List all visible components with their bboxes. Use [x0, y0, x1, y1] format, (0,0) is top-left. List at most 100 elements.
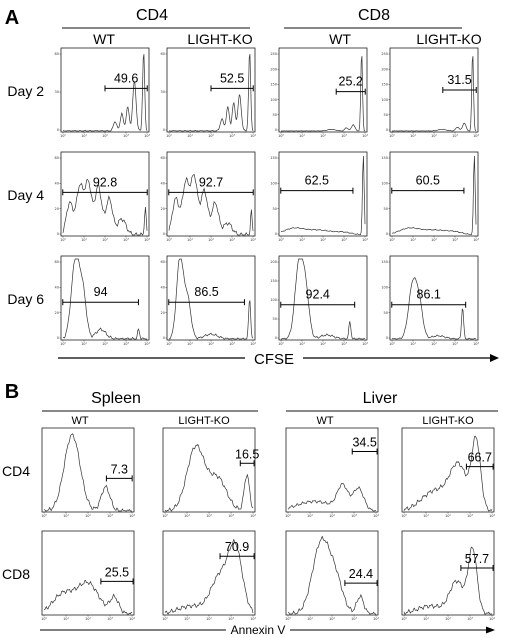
gate-percentage: 66.7 — [468, 451, 492, 465]
y-tick-label: 60 — [55, 260, 59, 264]
x-tick-label: 10¹ — [410, 134, 416, 138]
y-tick-label: 50 — [384, 113, 388, 117]
y-tick-label: 200 — [270, 67, 277, 71]
x-tick-label: 10⁴ — [473, 342, 479, 346]
x-tick-label: 10¹ — [63, 617, 69, 621]
x-tick-label: 10¹ — [187, 238, 193, 242]
b-histogram-panel: 10⁰ 10¹ 10² 10³ 10⁴ 25.5 — [41, 530, 136, 621]
histogram-curve — [403, 546, 493, 615]
x-tick-label: 10⁴ — [473, 134, 479, 138]
x-tick-label: 10⁰ — [166, 238, 172, 242]
x-tick-label: 10² — [206, 617, 212, 621]
x-tick-label: 10³ — [123, 134, 129, 138]
histogram-curve — [403, 435, 493, 512]
x-tick-label: 10⁴ — [362, 238, 368, 242]
x-tick-label: 10² — [445, 617, 451, 621]
x-tick-label: 10² — [208, 342, 214, 346]
x-tick-label: 10¹ — [307, 617, 313, 621]
gate-percentage: 92.7 — [199, 175, 223, 189]
a-histogram-panel: 0 50 100 150 10⁰ 10¹ 10² 10³ 10⁴ 60.5 — [381, 151, 480, 242]
x-tick-label: 10⁰ — [60, 342, 66, 346]
x-tick-label: 10⁰ — [278, 342, 284, 346]
y-tick-label: 50 — [273, 113, 277, 117]
y-tick-label: 20 — [161, 207, 165, 211]
histogram-curve — [392, 56, 477, 132]
x-tick-label: 10⁰ — [41, 514, 47, 518]
x-tick-label: 10³ — [452, 342, 458, 346]
x-tick-label: 10⁰ — [389, 342, 395, 346]
a-row-label-day: Day 6 — [7, 291, 44, 307]
x-tick-label: 10³ — [341, 238, 347, 242]
gate-percentage: 31.5 — [447, 73, 471, 87]
histogram-frame — [278, 151, 368, 237]
x-tick-label: 10³ — [467, 514, 473, 518]
x-tick-label: 10⁰ — [278, 238, 284, 242]
x-tick-label: 10⁴ — [362, 342, 368, 346]
y-tick-label: 0 — [57, 336, 59, 340]
x-tick-label: 10⁴ — [250, 238, 256, 242]
x-tick-label: 10³ — [229, 342, 235, 346]
x-tick-label: 10¹ — [410, 238, 416, 242]
histogram-frame — [166, 151, 256, 237]
x-tick-label: 10³ — [467, 617, 473, 621]
y-tick-label: 100 — [270, 298, 277, 302]
axis-label-backdrop — [226, 622, 290, 636]
a-condition-label: LIGHT-KO — [416, 31, 481, 47]
histogram-curve — [280, 156, 366, 236]
x-tick-label: 10² — [320, 134, 326, 138]
histogram-curve — [43, 433, 132, 512]
b-histogram-panel: 10⁰ 10¹ 10² 10³ 10⁴ 70.9 — [162, 530, 257, 621]
x-tick-label: 10³ — [351, 617, 357, 621]
x-tick-label: 10³ — [107, 514, 113, 518]
annexin-axis-arrowhead — [486, 626, 495, 634]
histogram-frame — [389, 151, 479, 237]
y-tick-label: 0 — [386, 232, 388, 236]
x-tick-label: 10¹ — [299, 134, 305, 138]
x-tick-label: 10⁰ — [162, 617, 168, 621]
x-tick-label: 10⁰ — [401, 617, 407, 621]
y-tick-label: 0 — [57, 232, 59, 236]
y-tick-label: 50 — [384, 207, 388, 211]
y-tick-label: 0 — [163, 128, 165, 132]
a-condition-label: WT — [329, 31, 351, 47]
y-tick-label: 50 — [273, 207, 277, 211]
x-tick-label: 10⁴ — [489, 514, 495, 518]
y-tick-label: 250 — [270, 52, 277, 56]
y-tick-label: 150 — [270, 279, 277, 283]
x-tick-label: 10⁰ — [162, 514, 168, 518]
y-tick-label: 150 — [381, 260, 388, 264]
x-tick-label: 10¹ — [81, 342, 87, 346]
y-tick-label: 60 — [55, 52, 59, 56]
x-tick-label: 10³ — [229, 238, 235, 242]
x-tick-label: 10¹ — [423, 514, 429, 518]
y-tick-label: 150 — [270, 156, 277, 160]
y-tick-label: 50 — [384, 311, 388, 315]
y-tick-label: 0 — [275, 336, 277, 340]
x-tick-label: 10⁴ — [362, 134, 368, 138]
x-tick-label: 10⁴ — [373, 617, 379, 621]
gate-percentage: 24.4 — [349, 567, 373, 581]
histogram-curve — [43, 580, 133, 615]
a-row-label-day: Day 2 — [7, 83, 44, 99]
cfse-axis-arrowhead — [490, 354, 499, 362]
histogram-frame — [278, 47, 368, 133]
histogram-curve — [62, 258, 147, 340]
x-tick-label: 10² — [329, 617, 335, 621]
histogram-curve — [62, 54, 148, 132]
x-tick-label: 10¹ — [81, 238, 87, 242]
x-tick-label: 10² — [85, 514, 91, 518]
x-tick-label: 10¹ — [184, 617, 190, 621]
x-tick-label: 10³ — [228, 514, 234, 518]
x-tick-label: 10⁴ — [250, 514, 256, 518]
x-tick-label: 10¹ — [307, 514, 313, 518]
y-tick-label: 50 — [273, 317, 277, 321]
y-tick-label: 150 — [381, 156, 388, 160]
x-tick-label: 10⁰ — [278, 134, 284, 138]
a-histogram-panel: 0 50 100 150 200 250 10⁰ 10¹ 10² 10³ 10⁴ 25.2 — [270, 47, 369, 138]
b-group-label-spleen: Spleen — [91, 390, 141, 407]
x-tick-label: 10² — [208, 134, 214, 138]
gate-percentage: 86.1 — [417, 288, 441, 302]
a-histogram-panel: 0 50 100 150 200 10⁰ 10¹ 10² 10³ 10⁴ 92.4 — [270, 255, 369, 346]
a-condition-label: WT — [93, 31, 115, 47]
gate-percentage: 34.5 — [352, 436, 376, 450]
